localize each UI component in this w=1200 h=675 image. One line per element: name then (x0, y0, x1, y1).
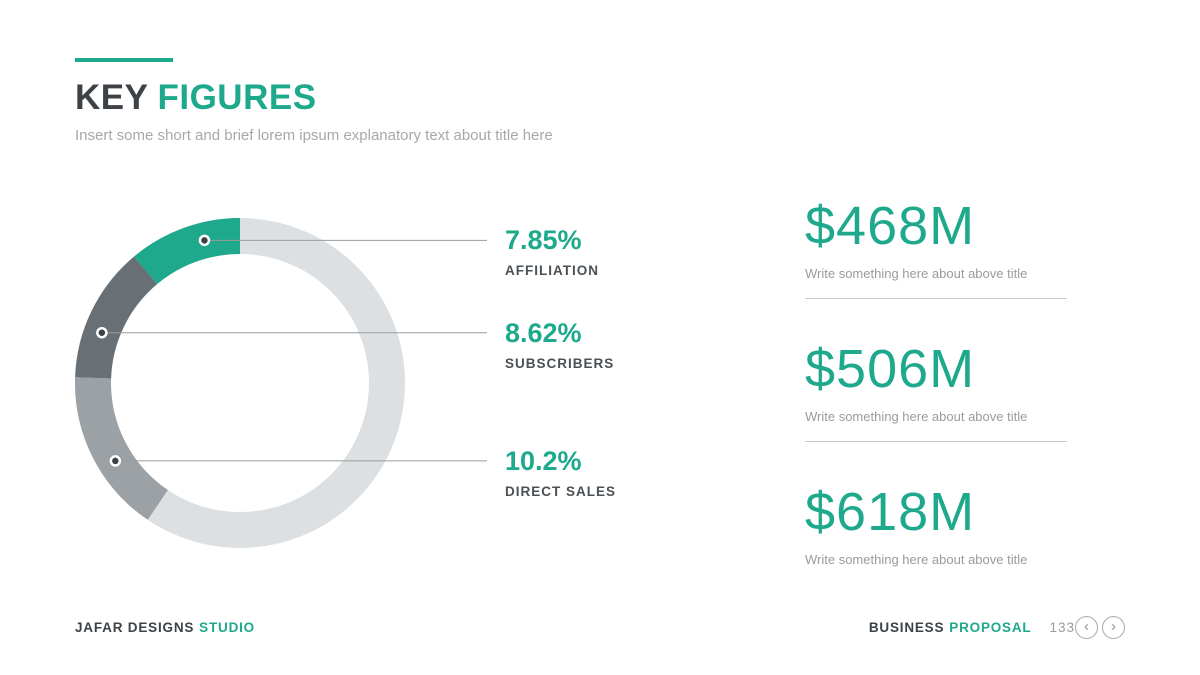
doc-highlight: PROPOSAL (949, 620, 1032, 635)
figure-block: $468M Write something here about above t… (805, 198, 1067, 282)
segment-label: AFFILIATION (505, 263, 599, 279)
callout-direct-sales: 10.2% DIRECT SALES (505, 441, 735, 499)
figure-caption: Write something here about above title (805, 266, 1028, 281)
divider (805, 441, 1067, 442)
percent-value: 7.85% (505, 225, 582, 256)
figure-amount: $618M (805, 482, 976, 542)
next-button[interactable]: › (1102, 616, 1125, 639)
figures-column: $468M Write something here about above t… (805, 198, 1067, 568)
callout-subscribers: 8.62% SUBSCRIBERS (505, 313, 735, 371)
footer-right: BUSINESS PROPOSAL 133 ‹ › (869, 616, 1125, 639)
doc-prefix: BUSINESS (868, 620, 945, 635)
segment-label: DIRECT SALES (505, 483, 617, 499)
figure-amount: $468M (805, 196, 976, 256)
percent-value: 10.2% (505, 445, 582, 476)
chevron-right-icon: › (1111, 618, 1116, 635)
segment-label: SUBSCRIBERS (505, 355, 615, 371)
callout-affiliation: 7.85% AFFILIATION (505, 220, 735, 278)
page-number: 133 (1049, 620, 1075, 635)
page-title: KEY FIGURES (75, 78, 553, 118)
donut-chart (75, 218, 487, 548)
figure-caption: Write something here about above title (805, 409, 1028, 424)
prev-button[interactable]: ‹ (1075, 616, 1098, 639)
brand: JAFAR DESIGNS STUDIO (75, 620, 255, 635)
accent-line (75, 58, 173, 62)
figure-caption: Write something here about above title (805, 552, 1028, 567)
brand-highlight: STUDIO (199, 620, 255, 635)
figure-block: $618M Write something here about above t… (805, 484, 1067, 568)
figure-amount: $506M (805, 339, 976, 399)
slide-footer: JAFAR DESIGNS STUDIO BUSINESS PROPOSAL 133… (75, 616, 1125, 639)
doc-label: BUSINESS PROPOSAL (869, 620, 1032, 635)
title-highlight: FIGURES (157, 78, 317, 117)
brand-prefix: JAFAR DESIGNS (75, 620, 195, 635)
figure-block: $506M Write something here about above t… (805, 341, 1067, 425)
slide-header: KEY FIGURES Insert some short and brief l… (75, 58, 553, 144)
chevron-left-icon: ‹ (1084, 618, 1089, 635)
subtitle: Insert some short and brief lorem ipsum … (75, 127, 553, 144)
title-prefix: KEY (75, 78, 149, 117)
divider (805, 298, 1067, 299)
percent-value: 8.62% (505, 317, 582, 348)
